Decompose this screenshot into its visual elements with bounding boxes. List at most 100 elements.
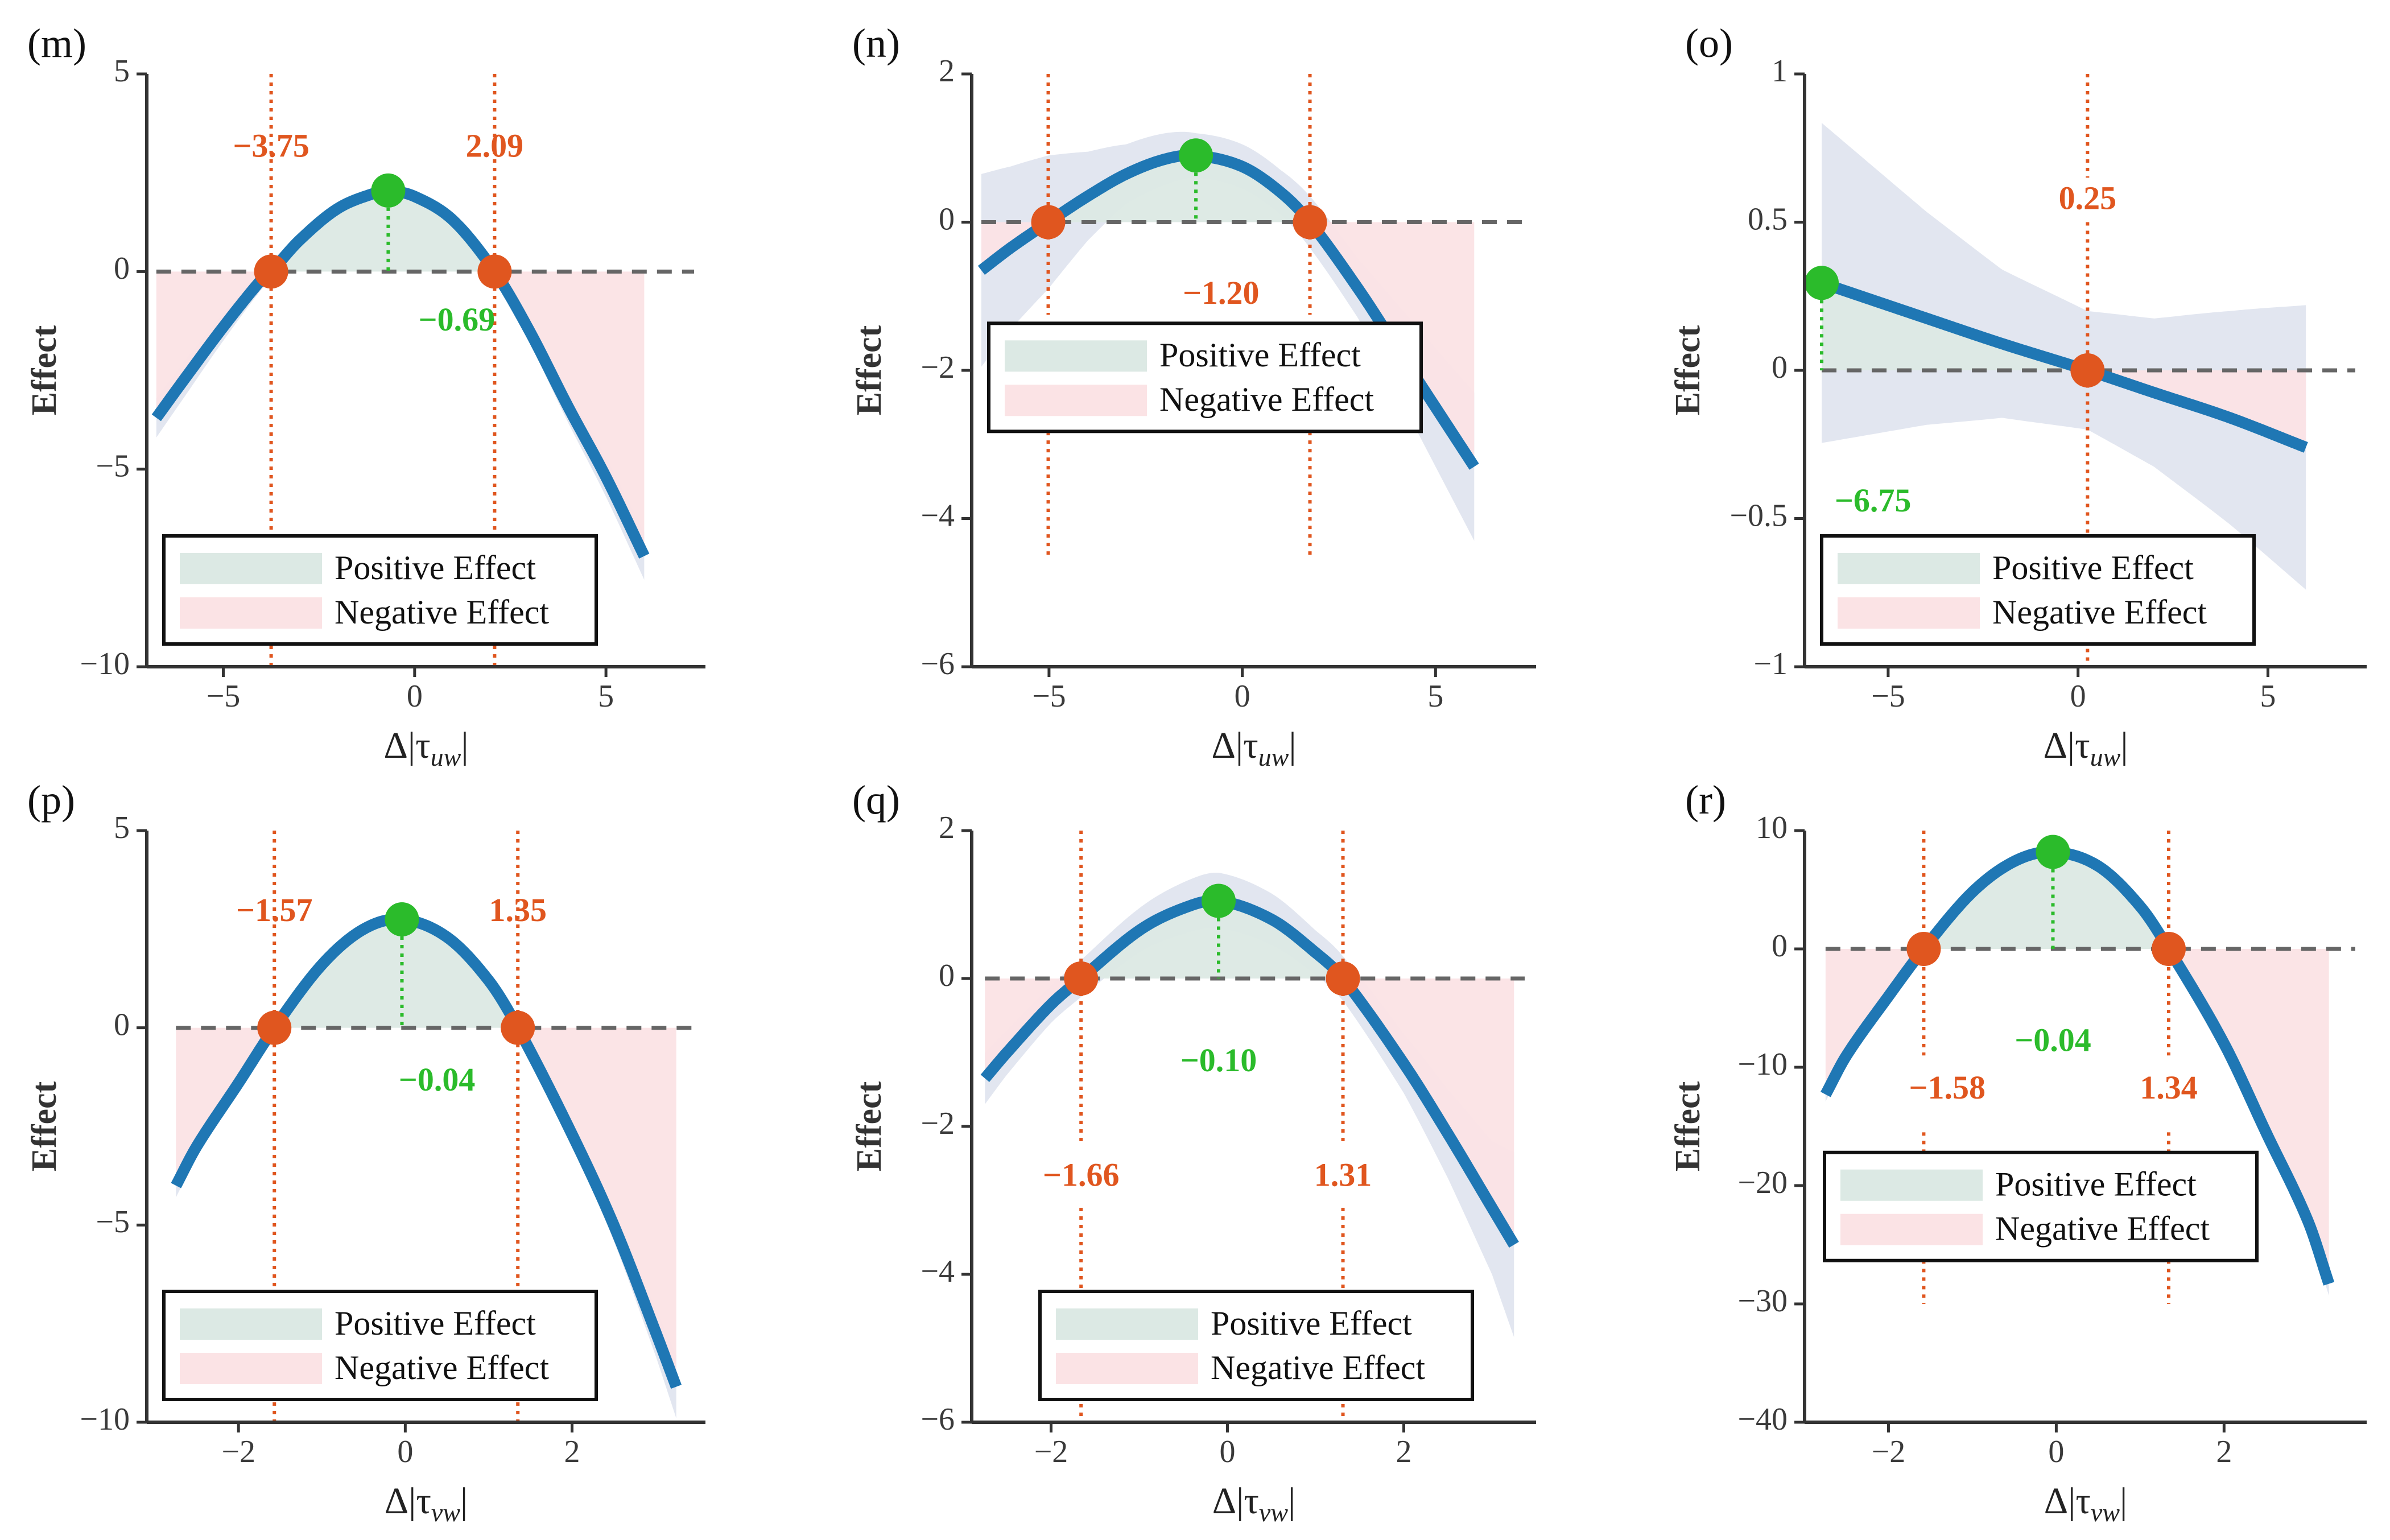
annotation-label: 0.25 [2059, 179, 2117, 216]
annotation-label: −1.57 [236, 891, 313, 928]
x-axis-title-sub: uw [2090, 742, 2121, 771]
legend-negative-label: Negative Effect [1992, 593, 2207, 631]
y-tick-label: −6 [920, 1402, 955, 1437]
y-tick-label: −10 [80, 646, 130, 682]
x-tick-label: 0 [2048, 1434, 2064, 1469]
annotation-label: −1.20 [1183, 274, 1260, 311]
peak-marker [1179, 138, 1213, 173]
panel-label: (m) [27, 20, 86, 66]
legend-negative-swatch [1838, 597, 1980, 629]
x-tick-label: 0 [2070, 679, 2086, 714]
x-axis-title-main: Δ|τ [1212, 1480, 1259, 1522]
peak-marker [1805, 266, 1839, 300]
positive-effect-area [1825, 852, 2329, 949]
root-marker [501, 1010, 535, 1045]
x-tick-label: 5 [2260, 679, 2276, 714]
annotation-label: −1.66 [1043, 1156, 1120, 1193]
annotation-label: −0.69 [419, 301, 496, 338]
legend-negative-swatch [1005, 385, 1147, 416]
panel-o: 0.25 −6.75 −1 −0.5 0 0.5 1 −5 0 5 Δ|τuw| Effect (o) P… [1669, 20, 2367, 771]
x-axis-title-sub: uw [1258, 742, 1289, 771]
y-tick-label: 5 [114, 810, 130, 845]
x-tick-label: −2 [221, 1434, 255, 1469]
legend-positive-swatch [180, 1308, 322, 1340]
root-marker [2070, 353, 2105, 387]
x-tick-label: 2 [2216, 1434, 2232, 1469]
annotation-label: 2.09 [466, 127, 524, 164]
root-marker [1031, 205, 1066, 240]
y-tick-label: −2 [920, 350, 955, 385]
y-axis-title: Effect [1669, 1081, 1707, 1171]
negative-effect-area [985, 979, 1514, 1245]
annotation-label: −0.04 [399, 1061, 476, 1098]
legend-positive-label: Positive Effect [1995, 1166, 2197, 1203]
negative-effect-area [1825, 949, 2329, 1284]
annotation-label: −0.04 [2015, 1022, 2091, 1059]
positive-effect-area [1822, 283, 2306, 370]
legend-positive-swatch [1840, 1169, 1983, 1201]
y-axis-title: Effect [25, 325, 64, 415]
legend-positive-label: Positive Effect [335, 549, 536, 587]
legend-positive-label: Positive Effect [1211, 1304, 1412, 1342]
x-tick-label: 0 [1220, 1434, 1236, 1469]
positive-effect-area [176, 919, 676, 1028]
legend-positive-label: Positive Effect [1992, 549, 2194, 587]
legend-negative-label: Negative Effect [335, 1349, 549, 1386]
x-axis-title-main: Δ|τ [383, 725, 430, 766]
x-tick-label: 2 [1396, 1434, 1412, 1469]
peak-marker [2036, 835, 2070, 869]
legend-negative-swatch [180, 597, 322, 629]
y-tick-label: 0 [1772, 350, 1788, 385]
annotation-label: 1.34 [2140, 1069, 2198, 1106]
y-tick-label: 0 [1772, 928, 1788, 964]
panel-p: −1.57 1.35 −0.04 −10 −5 0 5 −2 0 2 Δ|τvw| Effect (p)… [25, 777, 705, 1527]
legend-positive-swatch [1056, 1308, 1198, 1340]
panel-label: (n) [852, 20, 900, 66]
root-marker [257, 1010, 292, 1045]
legend-negative-swatch [1056, 1353, 1198, 1384]
x-axis-title: Δ|τvw| [2044, 1480, 2128, 1527]
negative-effect-area [156, 271, 645, 556]
root-marker [1064, 961, 1099, 996]
peak-marker [371, 173, 406, 208]
y-axis-title: Effect [1669, 325, 1707, 415]
negative-effect-area [176, 1027, 676, 1387]
y-tick-label: −5 [96, 449, 130, 484]
y-tick-label: −0.5 [1729, 498, 1788, 533]
annotation-label: −3.75 [233, 127, 309, 164]
x-tick-label: −5 [207, 679, 241, 714]
x-axis-title-sub: vw [1259, 1498, 1288, 1527]
y-tick-label: −20 [1737, 1165, 1788, 1200]
x-axis-title-sub: vw [431, 1498, 460, 1527]
legend-negative-label: Negative Effect [1159, 381, 1374, 418]
x-axis-title-end: | [461, 725, 468, 766]
legend-positive-swatch [180, 553, 322, 584]
x-axis-title: Δ|τuw| [1211, 725, 1296, 771]
positive-effect-area [985, 900, 1514, 979]
x-tick-label: 5 [598, 679, 614, 714]
y-tick-label: 0.5 [1748, 201, 1788, 237]
panel-label: (r) [1685, 777, 1726, 823]
legend-negative-label: Negative Effect [335, 593, 549, 631]
annotation-label: 1.31 [1314, 1156, 1372, 1193]
annotation-label: −0.10 [1180, 1042, 1257, 1079]
y-tick-label: −6 [920, 646, 955, 682]
y-axis-title: Effect [850, 1081, 889, 1171]
x-tick-label: 5 [1427, 679, 1443, 714]
y-tick-label: 0 [114, 1008, 130, 1043]
panel-label: (p) [27, 777, 75, 823]
x-axis-title: Δ|τuw| [2043, 725, 2128, 771]
root-marker [2151, 932, 2186, 966]
y-tick-label: −40 [1737, 1402, 1788, 1437]
legend-negative-label: Negative Effect [1211, 1349, 1425, 1386]
y-tick-label: −2 [920, 1106, 955, 1141]
x-axis-title-main: Δ|τ [1211, 725, 1258, 766]
legend-negative-label: Negative Effect [1995, 1210, 2210, 1248]
root-marker [254, 254, 288, 289]
effect-curve [1819, 277, 2308, 453]
effect-curve [1821, 846, 2335, 1286]
x-tick-label: −2 [1034, 1434, 1068, 1469]
y-tick-label: −4 [920, 1254, 955, 1289]
y-tick-label: 2 [939, 810, 955, 845]
peak-marker [1202, 883, 1236, 918]
